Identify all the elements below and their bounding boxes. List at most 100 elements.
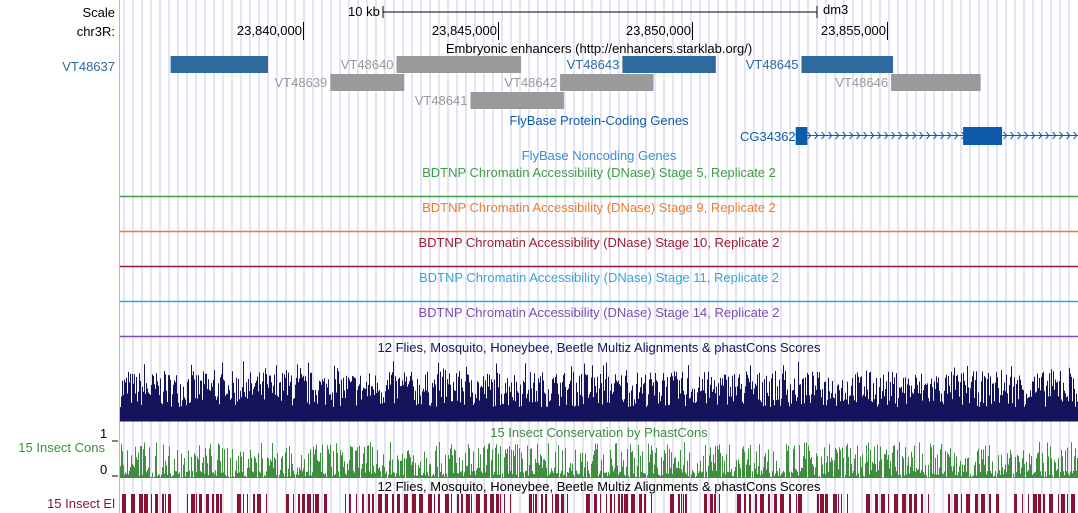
conserved-element xyxy=(975,494,978,513)
enhancer-feature-vt48640[interactable] xyxy=(396,56,522,73)
gene-strand-arrow xyxy=(863,131,868,140)
elements-track-title[interactable]: 12 Flies, Mosquito, Honeybee, Beetle Mul… xyxy=(377,479,821,494)
conserved-element xyxy=(392,494,394,513)
enhancer-feature-vt48643[interactable] xyxy=(622,56,716,73)
conserved-element xyxy=(253,494,255,513)
gene-strand-arrow xyxy=(940,131,945,140)
elements-side-label[interactable]: 15 Insect El xyxy=(47,496,115,511)
dnase-stage5-title[interactable]: BDTNP Chromatin Accessibility (DNase) St… xyxy=(422,165,776,180)
enhancers-side-label[interactable]: VT48637 xyxy=(62,59,115,74)
enhancer-label-vt48641[interactable]: VT48641 xyxy=(414,93,468,108)
conserved-element xyxy=(168,494,171,513)
conserved-element xyxy=(586,494,590,513)
conserved-element xyxy=(199,494,202,513)
gene-strand-arrow xyxy=(912,131,917,140)
conserved-element xyxy=(685,494,687,513)
multiz-track-title[interactable]: 12 Flies, Mosquito, Honeybee, Beetle Mul… xyxy=(377,340,821,355)
conserved-element xyxy=(710,494,713,513)
conserved-element xyxy=(457,494,459,513)
enhancer-feature-vt48642[interactable] xyxy=(560,74,654,91)
conserved-element xyxy=(165,494,166,513)
gene-strand-arrow xyxy=(919,131,924,140)
enhancer-feature-vt48637[interactable] xyxy=(170,56,268,73)
gene-strand-arrow xyxy=(933,131,938,140)
gene-strand-arrow xyxy=(814,131,819,140)
genes-track-title[interactable]: FlyBase Protein-Coding Genes xyxy=(509,113,689,128)
conserved-element xyxy=(445,494,449,513)
noncoding-track-title[interactable]: FlyBase Noncoding Genes xyxy=(521,148,677,163)
conserved-element xyxy=(567,494,568,513)
enhancer-feature-vt48646[interactable] xyxy=(891,74,981,91)
conserved-element xyxy=(961,494,962,513)
dnase-stage14-title[interactable]: BDTNP Chromatin Accessibility (DNase) St… xyxy=(418,305,780,320)
conserved-element xyxy=(504,494,505,513)
conserved-element xyxy=(541,494,543,513)
ruler-position-label: 23,840,000 xyxy=(236,23,302,38)
conserved-element xyxy=(216,494,219,513)
enhancer-feature-vt48639[interactable] xyxy=(330,74,405,91)
conserved-element xyxy=(162,494,164,513)
conserved-element xyxy=(490,494,494,513)
conserved-element xyxy=(1038,494,1041,513)
gene-exon[interactable] xyxy=(963,127,1003,145)
chrom-label: chr3R: xyxy=(76,24,115,39)
conserved-element xyxy=(614,494,615,513)
conserved-element xyxy=(535,494,537,513)
conserved-element xyxy=(419,494,423,513)
conserved-element xyxy=(243,494,244,513)
enhancer-feature-vt48645[interactable] xyxy=(801,56,894,73)
gene-strand-arrow xyxy=(842,131,847,140)
conserved-element xyxy=(220,494,222,513)
conserved-element xyxy=(817,494,819,513)
gene-strand-arrow xyxy=(884,131,889,140)
gene-strand-arrow xyxy=(828,131,833,140)
conserved-element xyxy=(902,494,906,513)
gene-strand-arrow xyxy=(891,131,896,140)
conserved-element xyxy=(247,494,248,513)
conserved-element xyxy=(122,494,126,513)
conserved-element xyxy=(471,494,472,513)
enhancers-track-title[interactable]: Embryonic enhancers (http://enhancers.st… xyxy=(445,41,753,56)
conserved-element xyxy=(780,494,784,513)
gene-exon[interactable] xyxy=(795,127,808,145)
dnase-stage11-title[interactable]: BDTNP Chromatin Accessibility (DNase) St… xyxy=(418,270,780,285)
conserved-element xyxy=(552,494,553,513)
conserved-element xyxy=(461,494,463,513)
enhancer-label-vt48639[interactable]: VT48639 xyxy=(274,75,328,90)
gene-strand-arrow xyxy=(856,131,861,140)
enhancer-label-vt48643[interactable]: VT48643 xyxy=(566,57,620,72)
conserved-element xyxy=(875,494,878,513)
conserved-element xyxy=(909,494,912,513)
enhancer-label-vt48642[interactable]: VT48642 xyxy=(504,75,558,90)
phastcons-track-title[interactable]: 15 Insect Conservation by PhastCons xyxy=(490,425,708,440)
conserved-element xyxy=(313,494,314,513)
multiz-wiggle xyxy=(120,361,1078,421)
conserved-element xyxy=(151,494,152,513)
enhancer-label-vt48645[interactable]: VT48645 xyxy=(745,57,799,72)
conserved-element xyxy=(989,494,991,513)
enhancer-label-vt48646[interactable]: VT48646 xyxy=(835,75,889,90)
conserved-element xyxy=(1058,494,1059,513)
gene-strand-arrow xyxy=(1017,131,1022,140)
conserved-element xyxy=(755,494,757,513)
conserved-element xyxy=(139,494,143,513)
enhancer-label-vt48640[interactable]: VT48640 xyxy=(340,57,394,72)
conserved-element xyxy=(266,494,267,513)
phastcons-ymax-label: 1 xyxy=(100,426,108,441)
conserved-element xyxy=(948,494,950,513)
gene-label-cg34362[interactable]: CG34362 xyxy=(740,129,796,144)
dnase-stage10-title[interactable]: BDTNP Chromatin Accessibility (DNase) St… xyxy=(418,235,780,250)
enhancer-feature-vt48641[interactable] xyxy=(470,92,564,109)
conserved-element xyxy=(529,494,532,513)
conserved-element xyxy=(451,494,452,513)
conserved-element xyxy=(155,494,158,513)
conserved-element xyxy=(914,494,917,513)
conserved-element xyxy=(1061,494,1065,513)
gene-strand-arrow xyxy=(821,131,826,140)
conserved-element xyxy=(368,494,370,513)
dnase-stage9-title[interactable]: BDTNP Chromatin Accessibility (DNase) St… xyxy=(422,200,776,215)
conserved-element xyxy=(966,494,970,513)
phastcons-side-label[interactable]: 15 Insect Cons xyxy=(18,440,105,455)
